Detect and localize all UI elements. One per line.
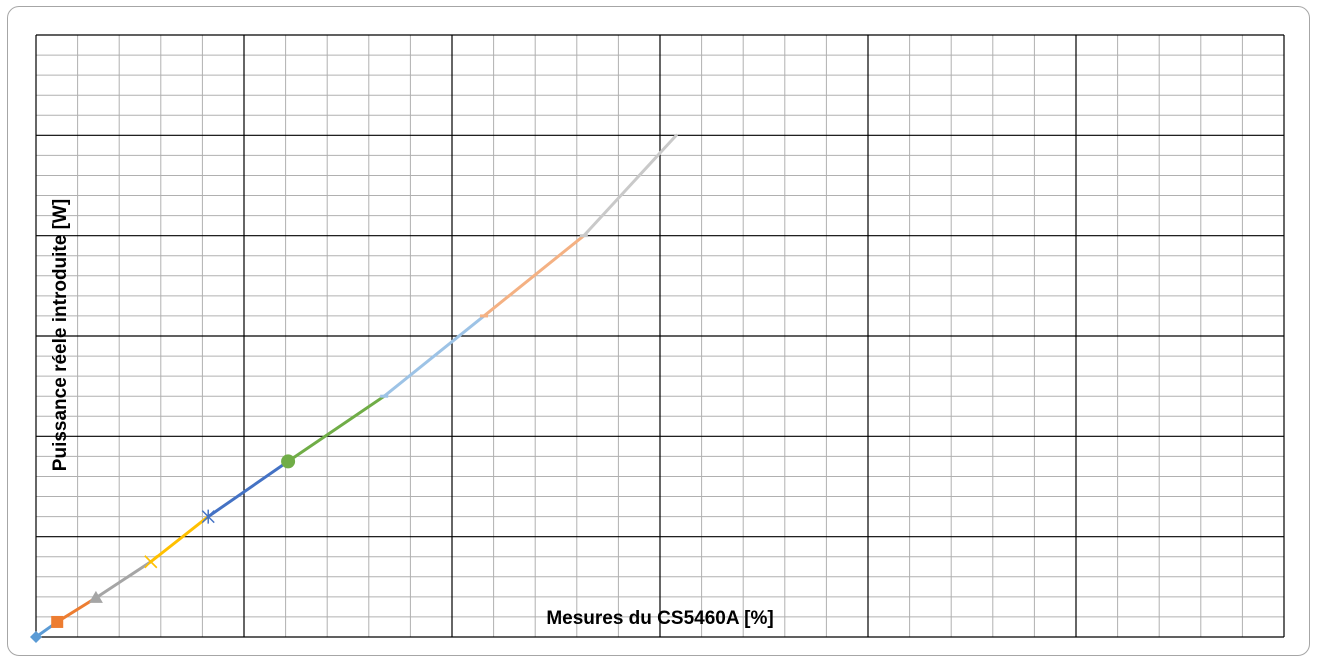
series-lines bbox=[34, 133, 678, 639]
series-markers bbox=[30, 234, 588, 643]
x-marker bbox=[144, 555, 158, 569]
series-line bbox=[482, 234, 586, 318]
series-line bbox=[55, 596, 98, 624]
series-line bbox=[286, 394, 386, 463]
series-line bbox=[206, 459, 290, 519]
diamond-marker bbox=[30, 631, 42, 643]
series-line bbox=[382, 314, 486, 398]
chart-frame bbox=[7, 6, 1310, 656]
series-line bbox=[94, 560, 153, 600]
star-marker bbox=[201, 509, 215, 524]
circle-marker bbox=[281, 454, 296, 469]
series-line bbox=[582, 133, 678, 238]
square-marker bbox=[51, 615, 64, 628]
triangle-marker bbox=[88, 590, 103, 603]
series-line bbox=[149, 515, 210, 564]
x-axis-title: Mesures du CS5460A [%] bbox=[546, 608, 773, 629]
y-axis-title: Puissance réele introduite [W] bbox=[50, 199, 71, 471]
major-gridlines bbox=[35, 34, 1285, 638]
